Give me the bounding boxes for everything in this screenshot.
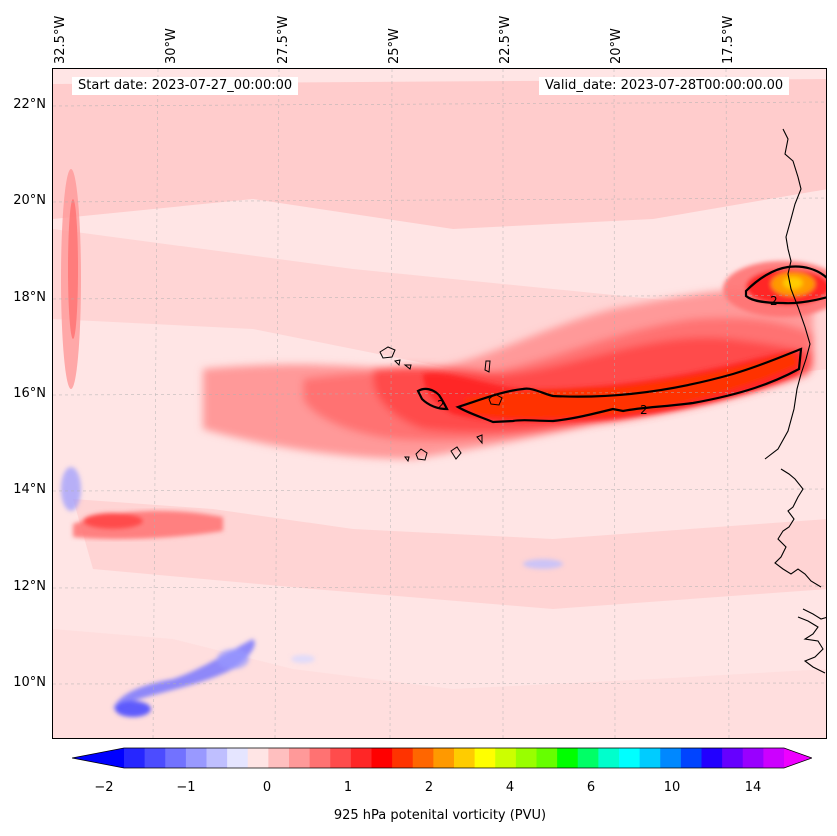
gridlines bbox=[53, 69, 826, 738]
lon-label-20w: 20°W bbox=[609, 28, 624, 64]
colorbar-segment bbox=[412, 748, 434, 768]
cb-tick-4: 4 bbox=[505, 780, 515, 795]
colorbar-segment bbox=[392, 748, 414, 768]
cb-tick-m1: −1 bbox=[176, 780, 196, 795]
colorbar-segment bbox=[722, 748, 744, 768]
colorbar-segment bbox=[536, 748, 558, 768]
pv-field-map: 2 2 2 bbox=[53, 69, 826, 738]
western-pv-strip bbox=[61, 169, 81, 389]
pv-core-band bbox=[423, 351, 801, 423]
lat-label-18n: 18°N bbox=[13, 290, 46, 305]
colorbar-segment bbox=[474, 748, 496, 768]
contour-label-west: 2 bbox=[437, 398, 445, 412]
lat-label-20n: 20°N bbox=[13, 193, 46, 208]
colorbar-segment bbox=[433, 748, 455, 768]
colorbar-segment bbox=[289, 748, 311, 768]
lat-label-16n: 16°N bbox=[13, 386, 46, 401]
colorbar-segment bbox=[619, 748, 641, 768]
contour-label-band: 2 bbox=[640, 403, 648, 417]
lat-label-14n: 14°N bbox=[13, 482, 46, 497]
colorbar-segment bbox=[144, 748, 166, 768]
lat-label-22n: 22°N bbox=[13, 97, 46, 112]
colorbar-segment bbox=[495, 748, 517, 768]
valid-date-box: Valid_date: 2023-07-28T00:00:00.00 bbox=[539, 77, 790, 95]
colorbar-segment bbox=[206, 748, 228, 768]
colorbar-segment bbox=[701, 748, 723, 768]
colorbar-segment bbox=[350, 748, 372, 768]
colorbar-title: 925 hPa potenital vorticity (PVU) bbox=[333, 808, 547, 823]
colorbar-segment bbox=[598, 748, 620, 768]
cb-tick-10: 10 bbox=[663, 780, 681, 795]
lon-label-25w: 25°W bbox=[387, 28, 402, 64]
colorbar-extend-min bbox=[72, 748, 124, 768]
lat-label-10n: 10°N bbox=[13, 675, 46, 690]
colorbar-segment bbox=[515, 748, 537, 768]
pv-negative-regions bbox=[61, 467, 563, 717]
map-panel[interactable]: 2 2 2 bbox=[52, 68, 827, 739]
pv-band-13n bbox=[73, 510, 223, 539]
cb-tick-1: 1 bbox=[343, 780, 353, 795]
cb-tick-m2: −2 bbox=[94, 780, 114, 795]
colorbar-segment bbox=[309, 748, 331, 768]
lat-label-12n: 12°N bbox=[13, 579, 46, 594]
cb-tick-2: 2 bbox=[424, 780, 434, 795]
start-date-box: Start date: 2023-07-27_00:00:00 bbox=[72, 77, 299, 95]
colorbar-outline bbox=[72, 747, 812, 769]
colorbar-segment bbox=[165, 748, 187, 768]
colorbar-segment bbox=[124, 748, 146, 768]
colorbar-segment bbox=[268, 748, 290, 768]
contour-label-coastal: 2 bbox=[770, 294, 778, 308]
colorbar-segment bbox=[577, 748, 599, 768]
lon-label-27-5w: 27.5°W bbox=[276, 15, 291, 64]
lon-label-32-5w: 32.5°W bbox=[53, 15, 68, 64]
colorbar-segment bbox=[660, 748, 682, 768]
cb-tick-0: 0 bbox=[262, 780, 272, 795]
lon-label-30w: 30°W bbox=[164, 28, 179, 64]
colorbar-segment bbox=[454, 748, 476, 768]
colorbar-segment bbox=[185, 748, 207, 768]
colorbar-segment bbox=[371, 748, 393, 768]
pv-contour-2 bbox=[416, 265, 826, 424]
colorbar-segment bbox=[247, 748, 269, 768]
cb-tick-6: 6 bbox=[586, 780, 596, 795]
colorbar-segment bbox=[680, 748, 702, 768]
colorbar-segment bbox=[330, 748, 352, 768]
colorbar-segment bbox=[227, 748, 249, 768]
lon-label-22-5w: 22.5°W bbox=[498, 15, 513, 64]
colorbar-extend-max bbox=[784, 748, 812, 768]
lon-label-17-5w: 17.5°W bbox=[721, 15, 736, 64]
cb-tick-14: 14 bbox=[744, 780, 762, 795]
west-africa-coastline bbox=[764, 128, 826, 674]
colorbar bbox=[72, 747, 812, 769]
colorbar-segment bbox=[742, 748, 764, 768]
colorbar-segment bbox=[763, 748, 785, 768]
colorbar-segment bbox=[639, 748, 661, 768]
colorbar-segment bbox=[557, 748, 579, 768]
